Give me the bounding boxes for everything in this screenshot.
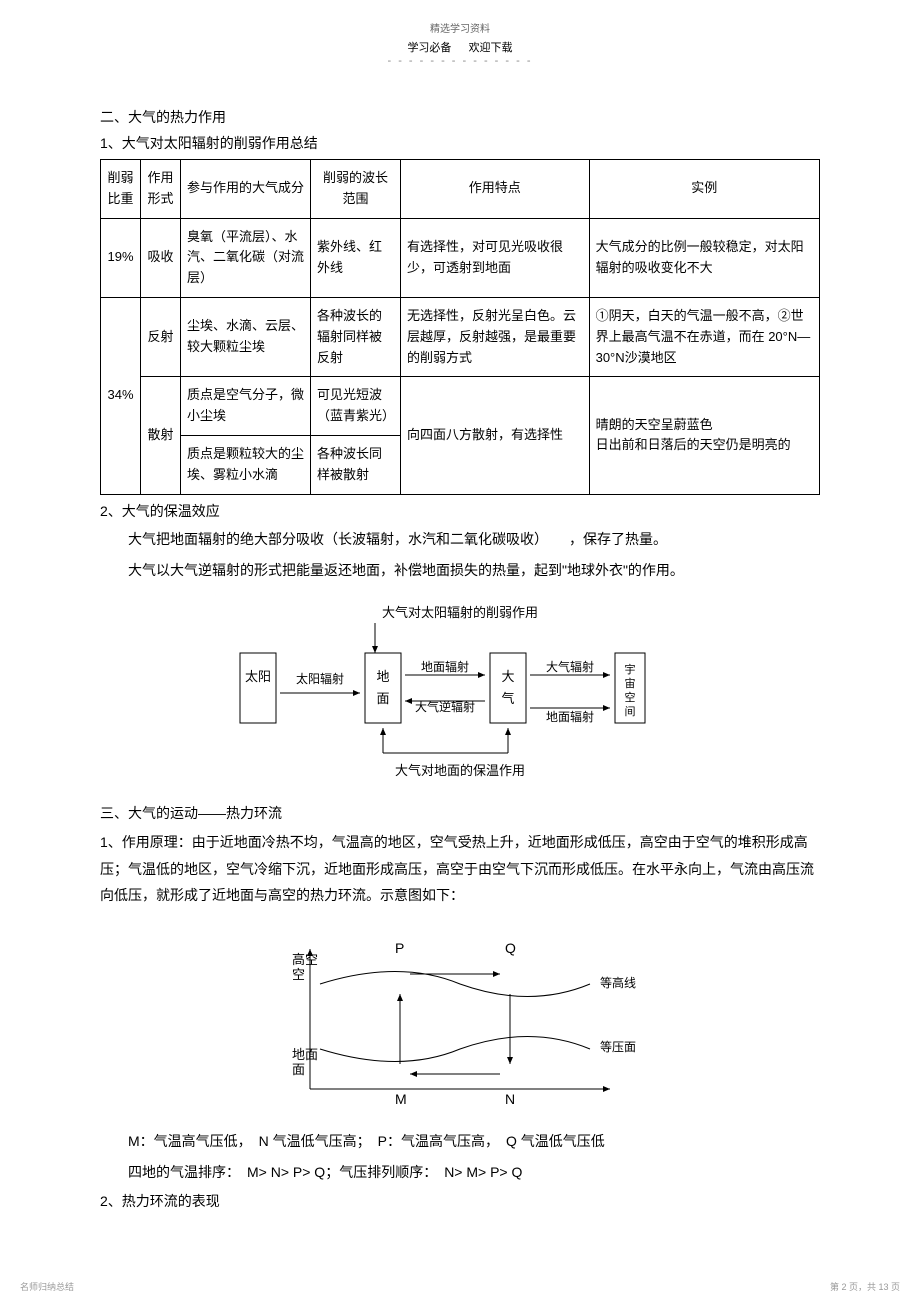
section2-subtitle1: 1、大气对太阳辐射的削弱作用总结 [100, 133, 820, 153]
svg-text:宇: 宇 [625, 663, 636, 676]
section2-para2: 大气以大气逆辐射的形式把能量返还地面，补偿地面损失的热量，起到"地球外衣"的作用… [100, 558, 820, 583]
svg-text:地: 地 [376, 669, 389, 684]
cell-2-2: 反射 [141, 297, 181, 376]
header-text2: 欢迎下载 [469, 39, 513, 55]
cell-3-2: 散射 [141, 377, 181, 494]
cell-3-3: 质点是空气分子，微小尘埃 [181, 377, 311, 436]
th-4: 削弱的波长范围 [311, 160, 401, 219]
header-main: 学习必备 欢迎下载 - - - - - - - - - - - - - - [100, 39, 820, 67]
cell-1-2: 吸收 [141, 218, 181, 297]
svg-text:气: 气 [501, 691, 514, 706]
cell-3-6: 晴朗的天空呈蔚蓝色 日出前和日落后的天空仍是明亮的 [589, 377, 819, 494]
cell-3-5: 向四面八方散射，有选择性 [401, 377, 590, 494]
section2-title: 二、大气的热力作用 [100, 107, 820, 127]
table-row: 19% 吸收 臭氧（平流层）、水汽、二氧化碳（对流层） 紫外线、红外线 有选择性… [101, 218, 820, 297]
flow-svg: 大气对太阳辐射的削弱作用 太阳 太阳辐射 地 面 地面辐射 大气逆辐射 大 气 … [200, 603, 720, 783]
svg-text:N: N [505, 1091, 515, 1107]
cell-4-3: 质点是颗粒较大的尘埃、雾粒小水滴 [181, 435, 311, 494]
cell-1-3: 臭氧（平流层）、水汽、二氧化碳（对流层） [181, 218, 311, 297]
svg-text:空: 空 [625, 690, 636, 704]
header-dashes: - - - - - - - - - - - - - - [387, 55, 532, 67]
cell-2-5: 无选择性，反射光呈白色。云层越厚，反射越强，是最重要的削弱方式 [401, 297, 590, 376]
svg-text:大气对地面的保温作用: 大气对地面的保温作用 [395, 763, 525, 778]
th-5: 作用特点 [401, 160, 590, 219]
svg-text:面: 面 [292, 1062, 305, 1077]
cell-4-4: 各种波长同样被散射 [311, 435, 401, 494]
cell-3-4: 可见光短波（蓝青紫光） [311, 377, 401, 436]
cell-1-1: 19% [101, 218, 141, 297]
table-row: 散射 质点是空气分子，微小尘埃 可见光短波（蓝青紫光） 向四面八方散射，有选择性… [101, 377, 820, 436]
svg-text:等高线: 等高线 [600, 975, 636, 990]
circulation-svg: 高空 空 地面 面 等高线 等压面 P Q M N [250, 929, 670, 1109]
section2-subtitle2: 2、大气的保温效应 [100, 501, 820, 521]
svg-text:太阳: 太阳 [245, 669, 271, 684]
th-2: 作用形式 [141, 160, 181, 219]
section3-para1: 1、作用原理：由于近地面冷热不均，气温高的地区，空气受热上升，近地面形成低压，高… [100, 829, 820, 909]
svg-text:面: 面 [376, 691, 389, 706]
section2-para1: 大气把地面辐射的绝大部分吸收（长波辐射，水汽和二氧化碳吸收） ，保存了热量。 [100, 527, 820, 552]
cell-1-5: 有选择性，对可见光吸收很少，可透射到地面 [401, 218, 590, 297]
svg-text:Q: Q [505, 940, 516, 956]
cell-1-4: 紫外线、红外线 [311, 218, 401, 297]
svg-text:地面: 地面 [292, 1047, 318, 1062]
table-header-row: 削弱比重 作用形式 参与作用的大气成分 削弱的波长范围 作用特点 实例 [101, 160, 820, 219]
footer-left: 名师归纳总结 [20, 1280, 74, 1293]
cell-1-6: 大气成分的比例一般较稳定，对太阳辐射的吸收变化不大 [589, 218, 819, 297]
circulation-diagram: 高空 空 地面 面 等高线 等压面 P Q M N [100, 929, 820, 1109]
energy-flow-diagram: 大气对太阳辐射的削弱作用 太阳 太阳辐射 地 面 地面辐射 大气逆辐射 大 气 … [100, 603, 820, 783]
section3-line1: M：气温高气压低， N 气温低气压高； P：气温高气压高， Q 气温低气压低 [128, 1129, 820, 1154]
cell-2-6: ①阴天，白天的气温一般不高，②世界上最高气温不在赤道，而在 20°N—30°N沙… [589, 297, 819, 376]
header-text1: 学习必备 [407, 39, 451, 55]
th-1: 削弱比重 [101, 160, 141, 219]
svg-text:空: 空 [292, 967, 305, 982]
svg-text:地面辐射: 地面辐射 [421, 659, 469, 674]
svg-text:地面辐射: 地面辐射 [546, 709, 594, 724]
cell-2-3: 尘埃、水滴、云层、较大颗粒尘埃 [181, 297, 311, 376]
attenuation-table: 削弱比重 作用形式 参与作用的大气成分 削弱的波长范围 作用特点 实例 19% … [100, 159, 820, 495]
cell-2-1: 34% [101, 297, 141, 494]
svg-text:P: P [395, 940, 404, 956]
svg-text:高空: 高空 [292, 952, 318, 967]
svg-text:间: 间 [625, 705, 636, 718]
table-row: 34% 反射 尘埃、水滴、云层、较大颗粒尘埃 各种波长的辐射同样被反射 无选择性… [101, 297, 820, 376]
cell-2-4: 各种波长的辐射同样被反射 [311, 297, 401, 376]
section3-subtitle2: 2、热力环流的表现 [100, 1191, 820, 1211]
th-3: 参与作用的大气成分 [181, 160, 311, 219]
svg-text:大: 大 [501, 669, 514, 684]
footer-right: 第 2 页，共 13 页 [830, 1280, 900, 1293]
svg-text:宙: 宙 [625, 676, 636, 690]
section3-line2: 四地的气温排序： M> N> P> Q；气压排列顺序： N> M> P> Q [128, 1160, 820, 1185]
svg-text:M: M [395, 1091, 407, 1107]
svg-text:大气辐射: 大气辐射 [546, 659, 594, 674]
svg-text:太阳辐射: 太阳辐射 [296, 671, 344, 686]
flow-top-label: 大气对太阳辐射的削弱作用 [382, 605, 538, 620]
th-6: 实例 [589, 160, 819, 219]
section3-title: 三、大气的运动——热力环流 [100, 803, 820, 823]
header-small: 精选学习资料 [100, 20, 820, 35]
svg-text:等压面: 等压面 [600, 1040, 636, 1054]
